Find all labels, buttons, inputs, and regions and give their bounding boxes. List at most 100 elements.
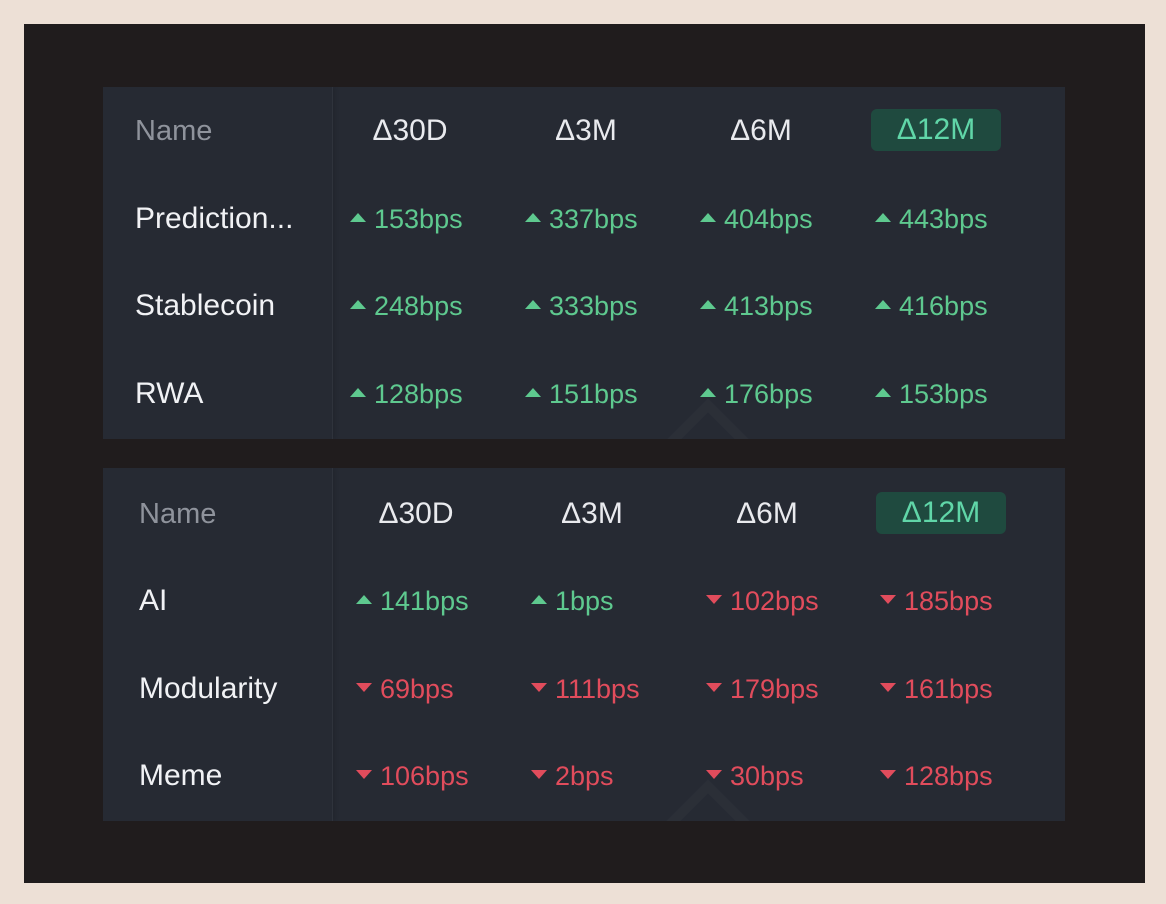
triangle-down-icon <box>880 595 896 605</box>
value-text: 30bps <box>730 761 804 791</box>
sector-table-1: Name Δ30D Δ3M Δ6M Δ12M Prediction... 153… <box>103 87 1065 439</box>
value-text: 128bps <box>904 761 993 791</box>
value-cell: 2bps <box>531 746 614 806</box>
header-delta-12m-label: Δ12M <box>875 492 1007 535</box>
header-name[interactable]: Name <box>139 498 217 530</box>
value-text: 153bps <box>374 204 463 234</box>
triangle-up-icon <box>875 213 891 223</box>
header-delta-3m[interactable]: Δ3M <box>555 114 617 147</box>
value-text: 69bps <box>380 674 454 704</box>
triangle-up-icon <box>350 300 366 310</box>
value-text: 106bps <box>380 761 469 791</box>
header-delta-6m[interactable]: Δ6M <box>736 497 798 530</box>
header-delta-3m[interactable]: Δ3M <box>561 497 623 530</box>
value-cell: 102bps <box>706 571 819 631</box>
value-cell: 30bps <box>706 746 804 806</box>
value-cell: 161bps <box>880 659 993 719</box>
triangle-up-icon <box>700 388 716 398</box>
triangle-down-icon <box>356 770 372 780</box>
value-cell: 179bps <box>706 659 819 719</box>
value-text: 153bps <box>899 379 988 409</box>
value-cell: 413bps <box>700 276 813 336</box>
value-text: 102bps <box>730 586 819 616</box>
value-text: 1bps <box>555 586 614 616</box>
value-cell: 333bps <box>525 276 638 336</box>
value-text: 416bps <box>899 291 988 321</box>
header-delta-30d[interactable]: Δ30D <box>372 114 448 147</box>
value-cell: 337bps <box>525 189 638 249</box>
triangle-up-icon <box>700 213 716 223</box>
value-cell: 111bps <box>531 659 640 719</box>
header-delta-6m[interactable]: Δ6M <box>730 114 792 147</box>
table-row[interactable]: Prediction... 153bps 337bps 404bps 443bp… <box>103 189 1065 249</box>
value-text: 333bps <box>549 291 638 321</box>
triangle-down-icon <box>880 770 896 780</box>
triangle-up-icon <box>525 388 541 398</box>
sector-name: Stablecoin <box>135 289 276 322</box>
table-row[interactable]: RWA 128bps 151bps 176bps 153bps <box>103 364 1065 424</box>
triangle-down-icon <box>706 595 722 605</box>
value-text: 111bps <box>555 674 640 704</box>
value-text: 128bps <box>374 379 463 409</box>
value-text: 176bps <box>724 379 813 409</box>
header-delta-12m-active[interactable]: Δ12M <box>866 101 1006 161</box>
name-column <box>103 468 333 821</box>
triangle-down-icon <box>706 770 722 780</box>
triangle-down-icon <box>880 683 896 693</box>
value-cell: 128bps <box>880 746 993 806</box>
value-cell: 128bps <box>350 364 463 424</box>
value-text: 443bps <box>899 204 988 234</box>
value-cell: 443bps <box>875 189 988 249</box>
triangle-up-icon <box>875 300 891 310</box>
value-text: 141bps <box>380 586 469 616</box>
value-cell: 248bps <box>350 276 463 336</box>
value-cell: 153bps <box>875 364 988 424</box>
sector-name: AI <box>139 584 168 617</box>
triangle-up-icon <box>350 388 366 398</box>
sector-name: Modularity <box>139 672 278 705</box>
value-text: 337bps <box>549 204 638 234</box>
triangle-up-icon <box>525 300 541 310</box>
table-row[interactable]: Stablecoin 248bps 333bps 413bps 416bps <box>103 276 1065 336</box>
header-name[interactable]: Name <box>135 115 213 147</box>
value-cell: 106bps <box>356 746 469 806</box>
triangle-down-icon <box>531 683 547 693</box>
value-cell: 69bps <box>356 659 454 719</box>
value-cell: 1bps <box>531 571 614 631</box>
value-text: 2bps <box>555 761 614 791</box>
triangle-up-icon <box>350 213 366 223</box>
table-row[interactable]: Meme 106bps 2bps 30bps 128bps <box>103 746 1065 806</box>
value-cell: 153bps <box>350 189 463 249</box>
sector-name: RWA <box>135 377 204 410</box>
header-row: Name Δ30D Δ3M Δ6M Δ12M <box>103 484 1065 544</box>
value-text: 248bps <box>374 291 463 321</box>
value-cell: 151bps <box>525 364 638 424</box>
triangle-up-icon <box>356 595 372 605</box>
header-delta-12m-label: Δ12M <box>870 109 1002 152</box>
header-row: Name Δ30D Δ3M Δ6M Δ12M <box>103 101 1065 161</box>
value-cell: 141bps <box>356 571 469 631</box>
header-delta-12m-active[interactable]: Δ12M <box>871 484 1011 544</box>
sector-name: Prediction... <box>135 202 294 235</box>
value-cell: 185bps <box>880 571 993 631</box>
sector-name: Meme <box>139 759 223 792</box>
triangle-up-icon <box>875 388 891 398</box>
triangle-down-icon <box>531 770 547 780</box>
triangle-up-icon <box>700 300 716 310</box>
triangle-up-icon <box>525 213 541 223</box>
value-cell: 404bps <box>700 189 813 249</box>
triangle-up-icon <box>531 595 547 605</box>
table-row[interactable]: Modularity 69bps 111bps 179bps 161bps <box>103 659 1065 719</box>
name-column <box>103 87 333 439</box>
value-text: 413bps <box>724 291 813 321</box>
value-text: 185bps <box>904 586 993 616</box>
value-text: 404bps <box>724 204 813 234</box>
triangle-down-icon <box>706 683 722 693</box>
value-text: 151bps <box>549 379 638 409</box>
sector-table-2: Name Δ30D Δ3M Δ6M Δ12M AI 141bps 1bps 10… <box>103 468 1065 821</box>
header-delta-30d[interactable]: Δ30D <box>378 497 454 530</box>
value-text: 179bps <box>730 674 819 704</box>
triangle-down-icon <box>356 683 372 693</box>
table-row[interactable]: AI 141bps 1bps 102bps 185bps <box>103 571 1065 631</box>
value-text: 161bps <box>904 674 993 704</box>
